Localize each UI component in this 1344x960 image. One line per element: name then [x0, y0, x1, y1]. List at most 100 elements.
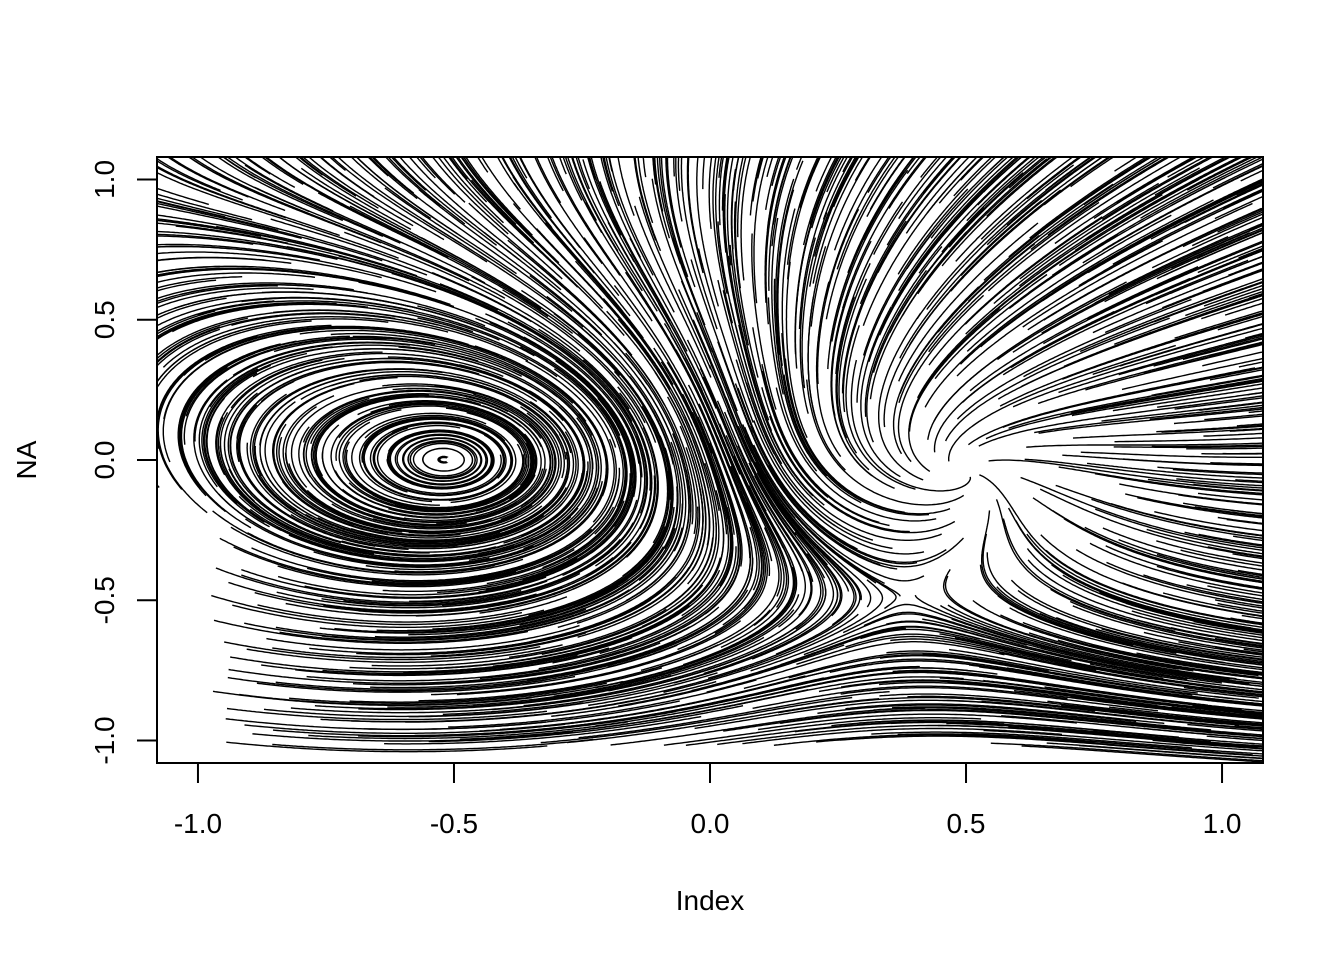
streamline	[1201, 685, 1263, 694]
streamline	[473, 636, 765, 707]
streamline	[722, 157, 729, 253]
center-point-marker	[445, 456, 462, 464]
streamline	[859, 157, 957, 305]
streamline	[886, 157, 954, 246]
streamline	[1102, 527, 1263, 571]
streamline	[1245, 332, 1263, 339]
streamline	[675, 349, 753, 522]
streamline	[157, 193, 253, 221]
streamline	[1075, 548, 1263, 607]
streamline	[744, 436, 862, 601]
streamline	[228, 581, 537, 612]
streamline	[1170, 627, 1263, 645]
streamline	[276, 572, 581, 609]
streamline	[658, 157, 706, 326]
streamline	[1154, 157, 1198, 182]
streamline	[481, 157, 521, 210]
x-axis: -1.0 -0.5 0.0 0.5 1.0	[174, 762, 1242, 839]
streamline	[1230, 509, 1263, 515]
streamline	[660, 361, 728, 535]
streamline	[1086, 682, 1263, 707]
streamline	[209, 344, 479, 408]
streamline	[1182, 209, 1263, 248]
streamline	[519, 346, 626, 508]
streamline	[230, 526, 524, 576]
streamline	[350, 451, 569, 541]
streamline	[761, 416, 942, 541]
streamline	[1029, 157, 1148, 239]
streamline	[226, 741, 548, 753]
streamline	[1008, 375, 1263, 429]
streamline	[197, 300, 500, 341]
streamline	[468, 202, 633, 356]
streamline	[1153, 281, 1263, 323]
streamline	[831, 169, 909, 342]
streamline	[353, 348, 588, 448]
streamline	[922, 653, 1235, 700]
streamline	[408, 412, 560, 535]
streamline	[575, 157, 658, 312]
streamline	[1178, 323, 1263, 349]
streamline	[295, 647, 610, 677]
streamline	[706, 641, 1005, 693]
streamline	[613, 342, 692, 513]
streamline	[1202, 351, 1263, 367]
streamline	[388, 401, 536, 512]
streamline	[523, 622, 802, 707]
streamline	[439, 283, 633, 423]
y-tick-label: 0.0	[89, 441, 120, 480]
streamline	[157, 302, 369, 340]
streamline	[722, 418, 798, 591]
y-axis: -1.0 -0.5 0.0 0.5 1.0	[89, 160, 158, 765]
streamline	[654, 157, 664, 212]
streamline	[1176, 478, 1263, 487]
streamline	[801, 212, 828, 389]
streamline	[1217, 516, 1263, 525]
streamline	[519, 157, 620, 297]
streamline	[990, 157, 1006, 171]
streamline	[370, 461, 589, 558]
streamline	[358, 541, 632, 614]
streamline	[511, 157, 552, 219]
streamline	[588, 613, 859, 707]
streamline	[226, 157, 401, 244]
streamline	[157, 187, 209, 206]
streamline	[601, 441, 684, 606]
streamline	[671, 237, 738, 412]
streamline	[687, 384, 751, 559]
streamline	[1177, 570, 1263, 590]
streamline	[799, 237, 817, 414]
streamline	[771, 217, 784, 395]
streamline	[1009, 607, 1263, 671]
streamline	[944, 317, 1170, 442]
streamline	[887, 157, 915, 194]
streamline	[1206, 735, 1263, 742]
streamline	[157, 297, 227, 320]
streamline	[767, 465, 964, 568]
streamline	[451, 157, 579, 288]
streamline	[1163, 231, 1263, 277]
streamline	[1086, 240, 1263, 320]
streamline	[1078, 744, 1263, 760]
streamline	[726, 409, 826, 579]
streamline	[723, 411, 814, 582]
streamline	[342, 421, 520, 510]
streamline	[331, 157, 488, 263]
streamline	[993, 167, 1200, 305]
streamline	[1238, 361, 1263, 368]
streamline	[653, 157, 671, 239]
streamline	[868, 195, 978, 363]
streamline	[1143, 727, 1263, 740]
streamline	[157, 171, 399, 259]
streamline	[1222, 366, 1263, 376]
streamline	[845, 325, 916, 490]
streamline	[442, 157, 504, 224]
streamline	[842, 157, 926, 309]
streamline	[1162, 592, 1263, 614]
streamline	[157, 300, 275, 333]
streamline	[836, 157, 896, 270]
streamline	[824, 157, 890, 299]
streamline	[1125, 723, 1263, 737]
streamline	[171, 303, 474, 333]
streamline	[606, 310, 704, 480]
